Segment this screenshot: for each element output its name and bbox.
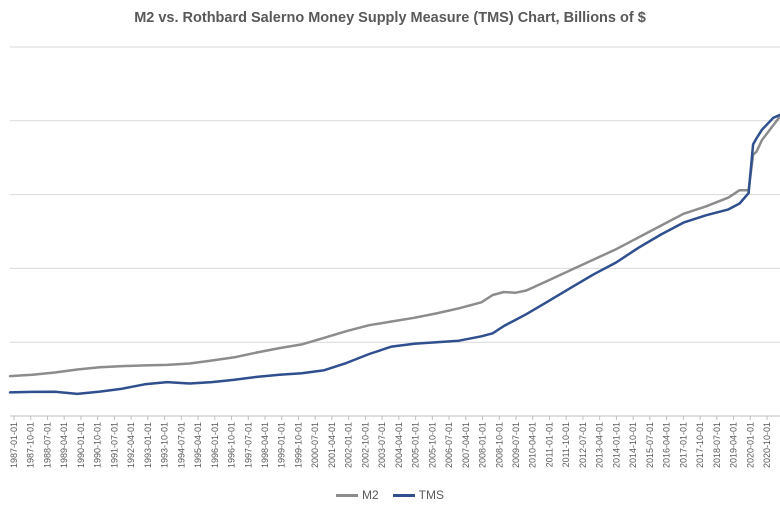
series-line-tms — [8, 113, 780, 396]
x-tick-label: 1990-01-01 — [76, 422, 86, 468]
legend-item-tms: TMS — [392, 488, 444, 502]
x-tick-label: 2020-01-01 — [745, 422, 755, 468]
x-tick-label: 2014-10-01 — [628, 422, 638, 468]
x-tick-label: 1993-10-01 — [160, 422, 170, 468]
x-tick-label: 1996-10-01 — [227, 422, 237, 468]
x-tick-label: 2000-07-01 — [310, 422, 320, 468]
x-tick-label: 2011-01-01 — [544, 422, 554, 467]
x-tick-label: 1994-07-01 — [176, 422, 186, 468]
legend-label-m2: M2 — [361, 488, 379, 502]
legend-swatch-m2 — [335, 493, 358, 497]
x-tick-label: 1999-10-01 — [293, 422, 303, 468]
legend-label-tms: TMS — [418, 488, 444, 502]
x-tick-label: 2003-07-01 — [377, 422, 387, 468]
chart-legend: M2 TMS — [0, 488, 780, 502]
x-tick-label: 2013-04-01 — [595, 422, 605, 468]
x-tick-label: 2008-10-01 — [494, 422, 504, 468]
x-tick-label: 2012-07-01 — [578, 422, 588, 468]
x-tick-label: 2005-10-01 — [427, 422, 437, 468]
x-tick-label: 2017-01-01 — [678, 422, 688, 468]
x-tick-label: 2008-01-01 — [478, 422, 488, 468]
x-tick-label: 1988-07-01 — [42, 422, 52, 468]
x-tick-label: 2002-10-01 — [360, 422, 370, 468]
x-tick-label: 1996-01-01 — [210, 422, 220, 468]
chart-title: M2 vs. Rothbard Salerno Money Supply Mea… — [134, 10, 646, 26]
legend-item-m2: M2 — [335, 488, 379, 502]
x-tick-label: 2007-04-01 — [461, 422, 471, 468]
x-tick-label: 2015-07-01 — [645, 422, 655, 468]
x-tick-label: 1991-07-01 — [109, 422, 119, 468]
x-tick-label: 1987-01-01 — [9, 422, 19, 468]
x-tick-label: 2006-07-01 — [444, 422, 454, 468]
x-tick-label: 1992-04-01 — [126, 422, 136, 468]
x-tick-label: 2018-07-01 — [712, 422, 722, 468]
x-tick-label: 1990-10-01 — [93, 422, 103, 468]
x-tick-label: 2014-01-01 — [611, 422, 621, 468]
x-tick-label: 1999-01-01 — [277, 422, 287, 468]
x-tick-label: 1997-07-01 — [243, 422, 253, 468]
x-tick-label: 1989-04-01 — [59, 422, 69, 468]
x-tick-label: 2005-01-01 — [411, 422, 421, 468]
x-tick-label: 1993-01-01 — [143, 422, 153, 468]
x-tick-label: 1995-04-01 — [193, 422, 203, 468]
legend-swatch-tms — [392, 493, 415, 497]
x-tick-label: 2019-04-01 — [729, 422, 739, 468]
x-tick-label: 2020-10-01 — [762, 422, 772, 468]
x-tick-label: 1998-04-01 — [260, 422, 270, 468]
x-tick-label: 2002-01-01 — [344, 422, 354, 468]
x-tick-label: 2004-04-01 — [394, 422, 404, 468]
x-tick-label: 2001-04-01 — [327, 422, 337, 468]
x-tick-label: 2011-10-01 — [561, 422, 571, 467]
x-tick-label: 2009-07-01 — [511, 422, 521, 468]
x-tick-label: 2016-04-01 — [662, 422, 672, 468]
x-tick-label: 2017-10-01 — [695, 422, 705, 468]
series-line-m2 — [8, 115, 780, 378]
x-tick-label: 1987-10-01 — [26, 422, 36, 468]
x-tick-label: 2010-04-01 — [528, 422, 538, 468]
